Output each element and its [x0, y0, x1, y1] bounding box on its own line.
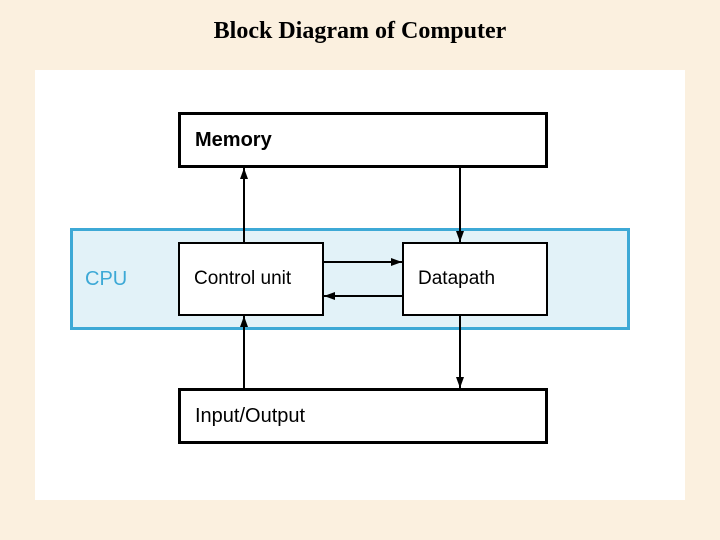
io-label: Input/Output: [195, 405, 305, 428]
memory-block: Memory: [178, 112, 548, 168]
datapath-label: Datapath: [418, 268, 495, 290]
page-title: Block Diagram of Computer: [0, 18, 720, 45]
io-block: Input/Output: [178, 388, 548, 444]
cpu-label: CPU: [85, 268, 127, 291]
control-unit-label: Control unit: [194, 268, 291, 291]
datapath-block: Datapath: [402, 242, 548, 316]
control-unit-block: Control unit: [178, 242, 324, 316]
memory-label: Memory: [195, 129, 272, 152]
